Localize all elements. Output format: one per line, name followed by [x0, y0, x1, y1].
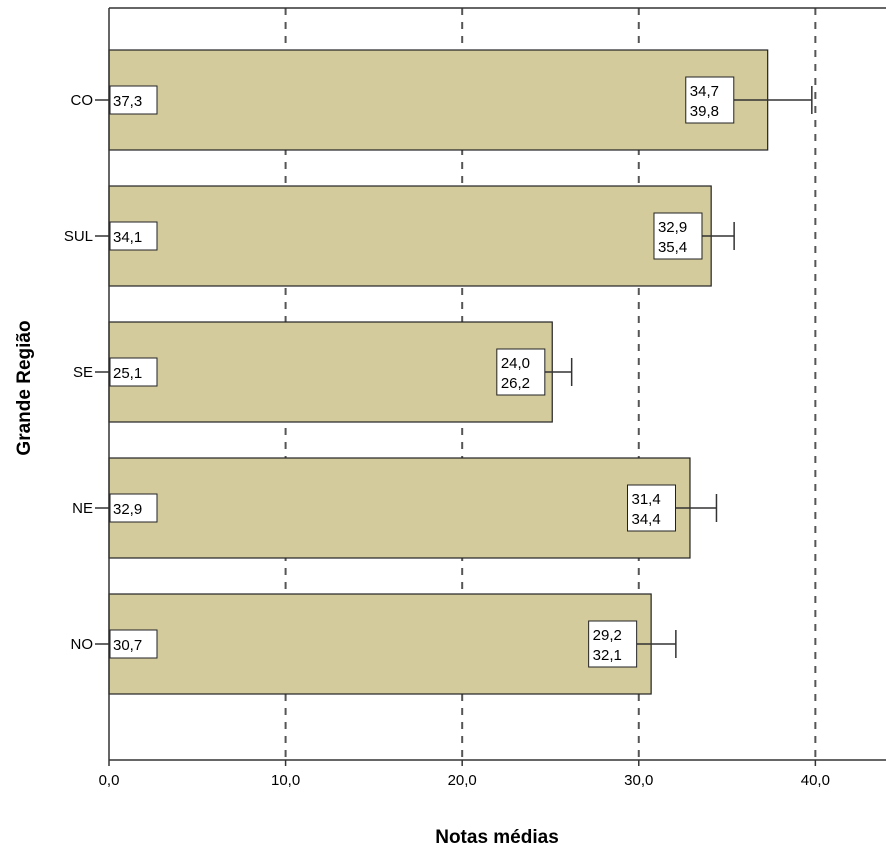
ci-upper-label: 34,4 — [631, 511, 660, 528]
value-label: 34,1 — [113, 229, 142, 246]
value-label-box — [109, 493, 158, 523]
axes: 0,0 10,0 20,0 30,0 40,0 CO SUL SE NE NO — [64, 7, 886, 789]
ci-label-box — [685, 76, 735, 124]
value-label-box — [109, 357, 158, 387]
category-label: NO — [71, 636, 94, 653]
ci-lower-label: 32,9 — [658, 219, 687, 236]
ci-lower-label: 31,4 — [631, 491, 660, 508]
x-axis-title: Notas médias — [435, 827, 559, 848]
ci-upper-label: 35,4 — [658, 239, 687, 256]
value-label: 32,9 — [113, 501, 142, 518]
ci-upper-label: 26,2 — [501, 375, 530, 392]
value-label: 30,7 — [113, 637, 142, 654]
bar-se — [108, 321, 553, 423]
ci-lower-label: 34,7 — [690, 83, 719, 100]
y-axis-title: Grande Região — [14, 320, 35, 455]
category-label: SE — [73, 364, 93, 381]
bar-co — [108, 49, 769, 151]
value-label: 37,3 — [113, 93, 142, 110]
ci-label-box — [653, 212, 703, 260]
value-label-box — [109, 85, 158, 115]
value-label: 25,1 — [113, 365, 142, 382]
ci-lower-label: 29,2 — [593, 627, 622, 644]
category-label: CO — [71, 92, 94, 109]
ci-lower-label: 24,0 — [501, 355, 530, 372]
value-label-box — [109, 629, 158, 659]
bar-no — [108, 593, 652, 695]
bar-sul — [108, 185, 712, 287]
bar-ne — [108, 457, 691, 559]
value-label-box — [109, 221, 158, 251]
bars — [108, 49, 769, 695]
category-label: NE — [72, 500, 93, 517]
x-tick-label: 10,0 — [271, 772, 300, 789]
x-tick-label: 30,0 — [624, 772, 653, 789]
x-tick-label: 20,0 — [448, 772, 477, 789]
x-tick-label: 0,0 — [99, 772, 120, 789]
ci-label-box — [496, 348, 546, 396]
ci-label-box — [588, 620, 638, 668]
data-labels: 37,3 34,7 39,8 34,1 32,9 35,4 25,1 24,0 26,2 32,9… — [109, 76, 813, 668]
category-label: SUL — [64, 228, 93, 245]
x-tick-label: 40,0 — [801, 772, 830, 789]
ci-upper-label: 32,1 — [593, 647, 622, 664]
ci-label-box — [626, 484, 676, 532]
ci-upper-label: 39,8 — [690, 103, 719, 120]
